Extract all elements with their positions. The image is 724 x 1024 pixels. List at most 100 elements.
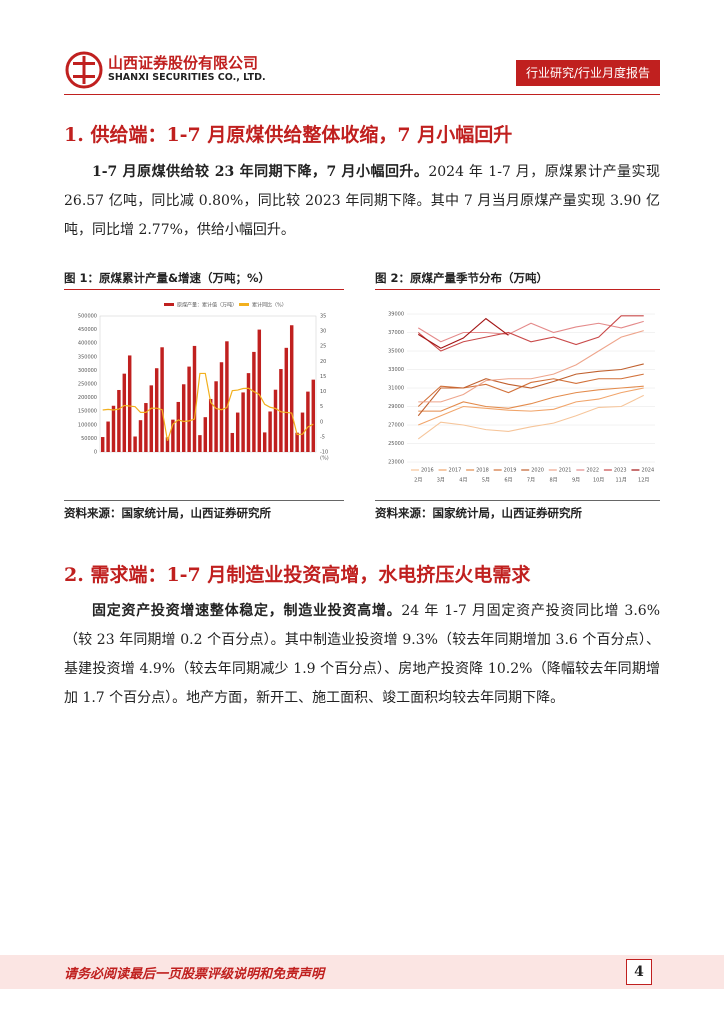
bar [230,432,235,452]
y-tick-label: 27000 [388,423,404,429]
section-heading: 2. 需求端：1-7 月制造业投资高增，水电挤压火电需求 [64,564,531,586]
y2-tick-label: 0 [320,419,323,425]
bar [252,351,256,452]
figure-caption: 图 1：原煤累计产量&增速（万吨；%） [64,271,271,285]
legend-label: 2023 [614,468,627,474]
section-heading: 1. 供给端：1-7 月原煤供给整体收缩，7 月小幅回升 [64,124,513,146]
bar [203,417,208,452]
bar [181,384,186,452]
y2-tick-label: -5 [320,434,325,440]
legend-label: 2024 [641,468,654,474]
x-tick-label: 4月 [459,478,467,484]
y-tick-label: 500000 [78,314,97,320]
text: 24 年 1-7 月固定资产投资同比增 3.6%（较 23 年同期增 0.2 个… [64,603,660,706]
y2-axis-label: (%) [320,456,329,462]
legend-label: 累计同比（%） [252,302,287,309]
x-tick-label: 2月 [414,478,422,484]
bar [235,412,240,452]
bar [273,389,278,452]
y-tick-label: 39000 [388,312,404,318]
line [417,317,509,349]
bar [208,398,213,452]
bar [198,435,202,452]
lead: 固定资产投资增速整体稳定，制造业投资高增。 [92,603,402,619]
line [418,330,644,403]
paragraph: 1-7 月原煤供给较 23 年同期下降，7 月小幅回升。2024 年 1-7 月… [64,158,660,245]
legend-label: 2018 [476,468,489,474]
y-tick-label: 0 [94,450,97,456]
chart: 23000 25000 27000 29000 31000 33000 35000 37000… [388,312,655,484]
text: 2024 年 1-7 月，原煤累计产量实现 26.57 亿吨，同比减 0.80%… [64,164,660,238]
figure-caption: 图 2：原煤产量季节分布（万吨） [375,271,549,285]
bar [187,366,191,452]
y2-tick-label: -10 [320,450,328,456]
figure-source: 资料来源：国家统计局，山西证券研究所 [64,500,344,521]
x-tick-label: 11月 [615,478,626,484]
line [417,315,644,352]
bar [171,419,175,452]
lead: 1-7 月原煤供给较 23 年同期下降，7 月小幅回升。 [92,164,429,180]
bar [154,368,159,452]
y-tick-label: 37000 [388,330,404,336]
bar [192,345,197,452]
y-tick-label: 300000 [78,368,97,374]
footer-band [0,955,724,989]
legend-label: 2020 [531,468,544,474]
caption-rule [64,289,344,290]
line [417,320,644,343]
bar [117,389,121,452]
line [102,372,314,442]
line [418,385,644,412]
bar [279,369,283,452]
x-tick-label: 7月 [527,478,535,484]
header-rule [64,94,660,95]
x-tick-label: 3月 [437,478,445,484]
bar [268,411,272,452]
y-tick-label: 50000 [81,436,97,442]
bar [262,432,267,452]
y2-tick-label: 30 [320,329,326,335]
y-tick-label: 23000 [388,460,404,466]
caption-rule [375,289,660,290]
legend-swatch [164,303,174,306]
line [417,373,644,407]
bar [176,401,181,452]
x-tick-label: 12月 [638,478,649,484]
bar [149,385,154,452]
page-number: 4 [626,959,652,985]
figure-source: 资料来源：国家统计局，山西证券研究所 [375,500,660,521]
company-en: SHANXI SECURITIES CO., LTD. [108,72,266,83]
x-tick-label: 6月 [504,478,512,484]
bar [138,420,143,452]
y2-tick-label: 25 [320,344,326,350]
bar [246,373,251,452]
line [418,387,644,426]
bar [219,362,224,452]
y2-tick-label: 35 [320,314,326,320]
y-tick-label: 100000 [78,422,97,428]
y2-tick-label: 10 [320,389,326,395]
legend-label: 2016 [421,468,434,474]
bar [127,355,132,452]
legend-label: 原煤产量：累计值（万吨） [177,302,237,309]
bar [165,437,170,452]
report-type: 行业研究/行业月度报告 [516,60,660,86]
y-tick-label: 31000 [388,386,404,392]
bar [300,412,305,452]
y-tick-label: 200000 [78,395,97,401]
y-tick-label: 35000 [388,349,404,355]
y-tick-label: 350000 [78,354,97,360]
y2-tick-label: 20 [320,359,326,365]
bar [160,347,164,452]
bar [225,341,229,452]
legend-label: 2017 [449,468,462,474]
bar [311,379,316,452]
bar [257,329,262,452]
legend-label: 2021 [559,468,572,474]
y-tick-label: 400000 [78,341,97,347]
bar [144,403,148,452]
bar [133,436,137,452]
x-tick-label: 8月 [549,478,557,484]
x-tick-label: 5月 [482,478,490,484]
y2-tick-label: 15 [320,374,326,380]
